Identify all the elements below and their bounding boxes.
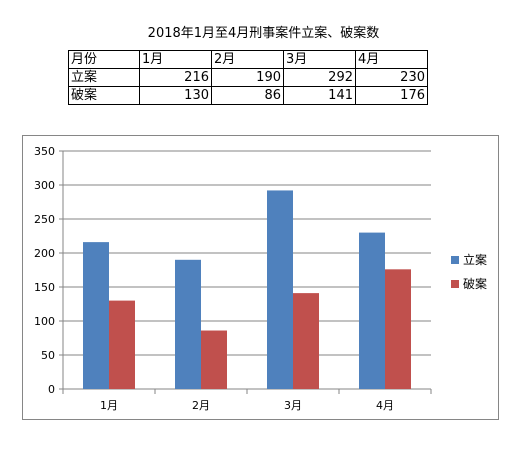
y-tick-label: 0 <box>48 383 55 396</box>
data-table: 月份 1月 2月 3月 4月 立案 216 190 292 230 破案 130… <box>68 50 428 105</box>
x-tick-label: 2月 <box>192 399 210 412</box>
table-cell: 141 <box>283 86 356 105</box>
table-header-cell: 月份 <box>68 50 140 69</box>
table-cell: 216 <box>139 68 212 87</box>
bar-series-2 <box>385 269 411 389</box>
table-header-cell: 3月 <box>283 50 356 69</box>
table-cell: 86 <box>211 86 284 105</box>
table-cell: 230 <box>355 68 428 87</box>
y-tick-label: 250 <box>34 213 55 226</box>
y-tick-label: 350 <box>34 145 55 158</box>
y-tick-label: 100 <box>34 315 55 328</box>
table-cell: 130 <box>139 86 212 105</box>
x-tick-label: 3月 <box>284 399 302 412</box>
bar-series-1 <box>359 232 385 389</box>
y-tick-label: 300 <box>34 179 55 192</box>
legend-swatch <box>451 280 459 288</box>
legend-swatch <box>451 256 459 264</box>
table-header-cell: 2月 <box>211 50 284 69</box>
table-cell: 292 <box>283 68 356 87</box>
row-label: 立案 <box>68 68 140 87</box>
chart-area: 0 50 100 150 200 250 300 350 1月 2月 3月 4月 立案破案 <box>22 135 499 420</box>
table-row: 破案 130 86 141 176 <box>68 86 428 105</box>
table-row: 立案 216 190 292 230 <box>68 68 428 87</box>
bar-series-1 <box>83 242 109 389</box>
y-tick-label: 200 <box>34 247 55 260</box>
bar-series-2 <box>201 330 227 389</box>
bar-series-1 <box>267 190 293 389</box>
table-header-cell: 1月 <box>139 50 212 69</box>
table-header-row: 月份 1月 2月 3月 4月 <box>68 50 428 69</box>
bar-series-2 <box>293 293 319 389</box>
table-header-cell: 4月 <box>355 50 428 69</box>
table-cell: 176 <box>355 86 428 105</box>
x-tick-label: 1月 <box>100 399 118 412</box>
y-tick-label: 50 <box>41 349 55 362</box>
table-cell: 190 <box>211 68 284 87</box>
x-tick-label: 4月 <box>376 399 394 412</box>
bar-series-1 <box>175 259 201 389</box>
legend-label: 立案 <box>463 252 487 267</box>
legend-label: 破案 <box>463 276 487 291</box>
y-tick-label: 150 <box>34 281 55 294</box>
page-title: 2018年1月至4月刑事案件立案、破案数 <box>147 26 380 41</box>
bar-series-2 <box>109 300 135 389</box>
row-label: 破案 <box>68 86 140 105</box>
